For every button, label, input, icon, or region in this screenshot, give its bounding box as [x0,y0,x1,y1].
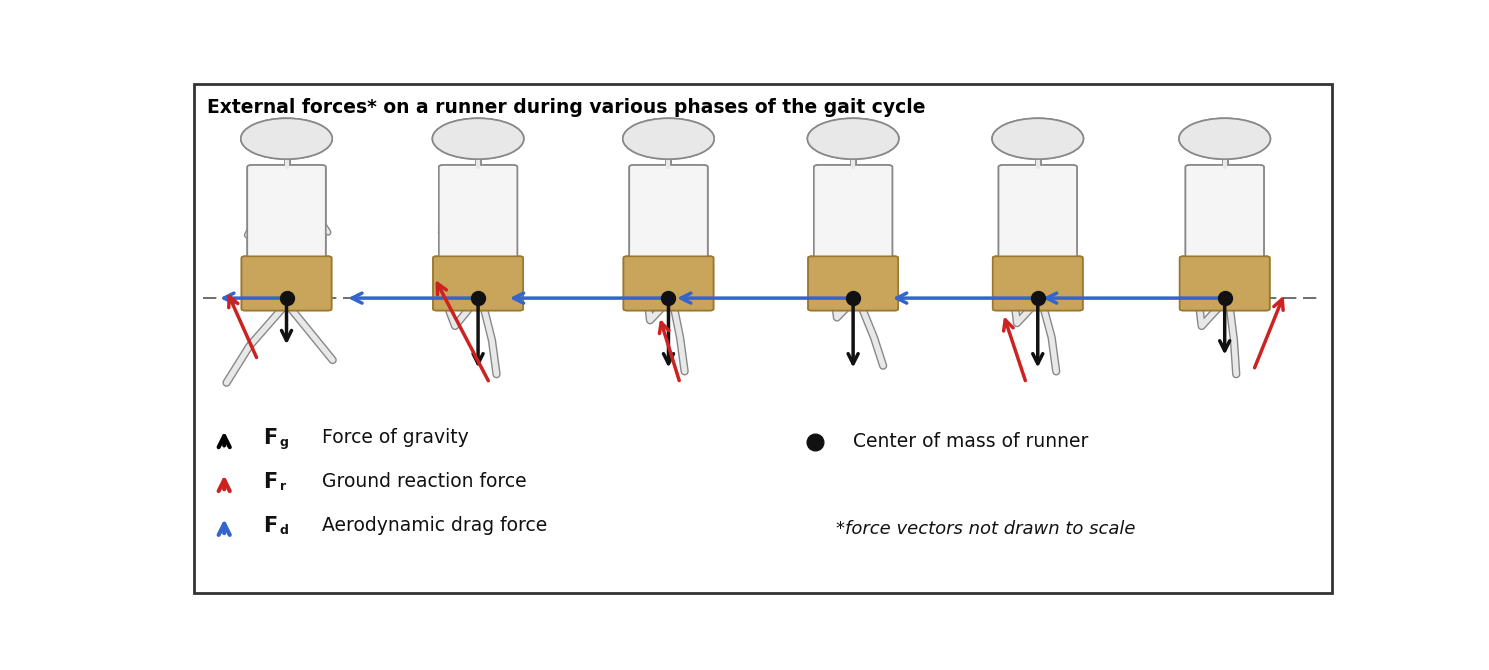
Circle shape [622,119,715,159]
FancyBboxPatch shape [433,257,523,310]
FancyBboxPatch shape [1185,165,1264,263]
FancyBboxPatch shape [624,257,713,310]
Text: Ground reaction force: Ground reaction force [322,472,527,491]
Circle shape [1179,119,1270,159]
FancyBboxPatch shape [439,165,517,263]
Circle shape [241,119,332,159]
Text: External forces* on a runner during various phases of the gait cycle: External forces* on a runner during vari… [207,98,925,117]
Circle shape [432,119,524,159]
FancyBboxPatch shape [1185,165,1264,263]
Circle shape [807,119,899,159]
Circle shape [992,119,1084,159]
FancyBboxPatch shape [433,257,523,310]
FancyBboxPatch shape [999,165,1077,263]
Circle shape [622,119,715,159]
FancyBboxPatch shape [1179,257,1270,310]
FancyBboxPatch shape [439,165,517,263]
Text: g: g [280,436,289,449]
Text: F: F [264,472,277,492]
Text: F: F [264,428,277,448]
Text: Center of mass of runner: Center of mass of runner [853,432,1088,451]
FancyBboxPatch shape [814,165,892,263]
FancyBboxPatch shape [247,165,326,263]
FancyBboxPatch shape [814,165,892,263]
Text: r: r [280,480,286,493]
FancyBboxPatch shape [630,165,707,263]
Circle shape [807,119,899,159]
FancyBboxPatch shape [247,165,326,263]
FancyBboxPatch shape [809,257,898,310]
FancyBboxPatch shape [1179,257,1270,310]
Text: d: d [280,524,289,537]
Circle shape [432,119,524,159]
Circle shape [241,119,332,159]
Circle shape [992,119,1084,159]
FancyBboxPatch shape [241,257,332,310]
Text: Aerodynamic drag force: Aerodynamic drag force [322,516,548,535]
FancyBboxPatch shape [993,257,1083,310]
FancyBboxPatch shape [809,257,898,310]
Text: F: F [264,516,277,535]
FancyBboxPatch shape [993,257,1083,310]
FancyBboxPatch shape [630,165,707,263]
Circle shape [1179,119,1270,159]
FancyBboxPatch shape [999,165,1077,263]
FancyBboxPatch shape [241,257,332,310]
Text: Force of gravity: Force of gravity [322,428,469,448]
Text: *force vectors not drawn to scale: *force vectors not drawn to scale [835,520,1135,538]
FancyBboxPatch shape [624,257,713,310]
